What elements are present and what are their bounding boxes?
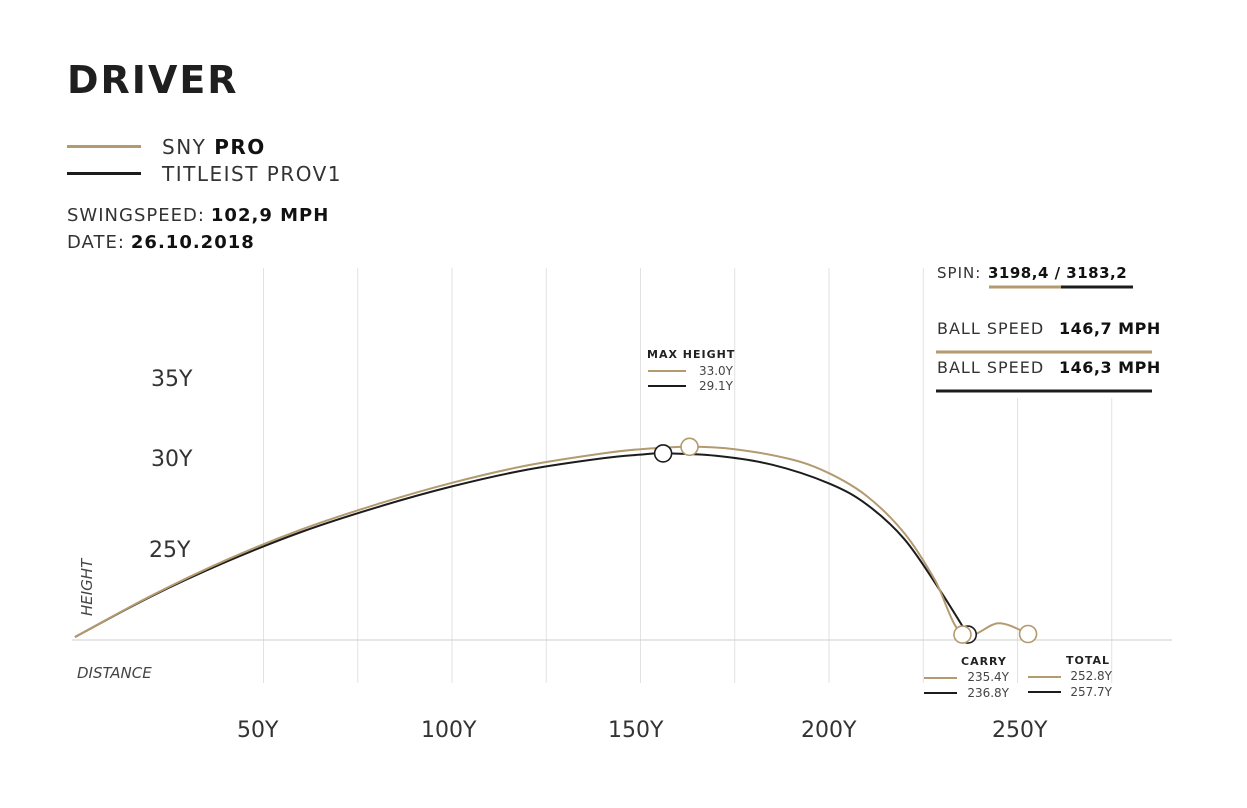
ball-speed-label-sny: BALL SPEED: [937, 319, 1044, 338]
date-label: DATE:: [67, 232, 125, 253]
marker-layer: [653, 437, 1038, 644]
max-height-value-titleist: 29.1Y: [699, 379, 734, 393]
carry-label: CARRY: [961, 655, 1007, 668]
x-tick-label: 150Y: [608, 718, 664, 743]
max-height-marker-titleist: [653, 444, 673, 463]
ball-speed-label-titleist: BALL SPEED: [937, 358, 1044, 377]
swingspeed-value: 102,9 MPH: [210, 205, 330, 226]
legend-brand: SNY: [162, 135, 207, 159]
total-marker-sny: [1018, 624, 1038, 644]
max-height-value-sny: 33.0Y: [699, 364, 734, 378]
swingspeed-label: SWINGSPEED:: [67, 205, 205, 226]
x-axis-label: DISTANCE: [77, 664, 152, 682]
date-line: DATE: 26.10.2018: [67, 232, 255, 253]
max-height-label: MAX HEIGHT: [647, 348, 735, 361]
date-value: 26.10.2018: [130, 232, 255, 253]
series-line-titleist: [74, 452, 969, 638]
total-value-sny: 252.8Y: [1070, 669, 1112, 683]
ball-speed-value-titleist: 146,3 MPH: [1059, 358, 1161, 377]
spin-label: SPIN:: [937, 264, 981, 282]
x-tick-label: 100Y: [421, 718, 477, 743]
spin-value: 3198,4 / 3183,2: [988, 264, 1127, 282]
y-tick-label: 30Y: [151, 447, 193, 472]
y-axis-label: HEIGHT: [78, 557, 96, 616]
legend-brand: TITLEIST PROV1: [162, 162, 343, 186]
legend-label-titleist: TITLEIST PROV1: [162, 162, 342, 186]
legend-swatch-gold: [67, 145, 141, 148]
carry-value-sny: 235.4Y: [967, 670, 1009, 684]
ball-speed-value-sny: 146,7 MPH: [1059, 319, 1161, 338]
carry-value-titleist: 236.8Y: [967, 686, 1009, 700]
grid-lines: [263, 268, 1113, 683]
carry-marker-sny: [953, 625, 972, 644]
total-label: TOTAL: [1066, 654, 1110, 667]
y-tick-label: 25Y: [149, 538, 191, 563]
max-height-marker-sny: [680, 437, 699, 457]
x-tick-label: 250Y: [992, 718, 1048, 743]
swingspeed-line: SWINGSPEED: 102,9 MPH: [67, 205, 329, 226]
total-value-titleist: 257.7Y: [1070, 685, 1112, 699]
series-line-sny-pro: [74, 445, 1029, 638]
legend-model: PRO: [214, 135, 266, 159]
legend-swatch-black: [67, 172, 141, 175]
series-layer: [74, 445, 1029, 638]
y-tick-label: 35Y: [151, 367, 193, 392]
x-tick-label: 50Y: [237, 718, 279, 743]
x-tick-label: 200Y: [801, 718, 857, 743]
legend-label-sny-pro: SNY PRO: [162, 135, 266, 159]
chart-title: DRIVER: [67, 58, 239, 102]
